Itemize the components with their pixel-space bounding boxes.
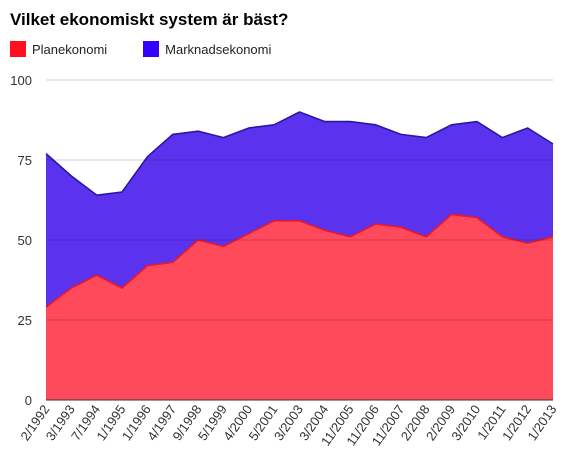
legend-label-marknadsekonomi: Marknadsekonomi — [165, 41, 272, 57]
legend-swatch-marknadsekonomi — [143, 41, 160, 57]
legend: Planekonomi Marknadsekonomi — [10, 41, 271, 57]
y-tick-label-100: 100 — [10, 73, 32, 88]
area-marknadsekonomi — [46, 112, 553, 308]
y-tick-label-25: 25 — [18, 313, 32, 328]
y-tick-label-75: 75 — [18, 153, 32, 168]
chart-title: Vilket ekonomiskt system är bäst? — [10, 10, 289, 29]
legend-swatch-planekonomi — [10, 41, 26, 57]
line-marknadsekonomi — [45, 111, 554, 197]
line-planekonomi — [45, 213, 554, 308]
legend-item-planekonomi: Planekonomi — [10, 41, 107, 57]
y-tick-label-50: 50 — [18, 233, 32, 248]
area-planekonomi — [46, 214, 553, 400]
legend-item-marknadsekonomi: Marknadsekonomi — [143, 41, 271, 57]
legend-label-planekonomi: Planekonomi — [32, 41, 108, 57]
y-tick-label-0: 0 — [25, 393, 32, 408]
